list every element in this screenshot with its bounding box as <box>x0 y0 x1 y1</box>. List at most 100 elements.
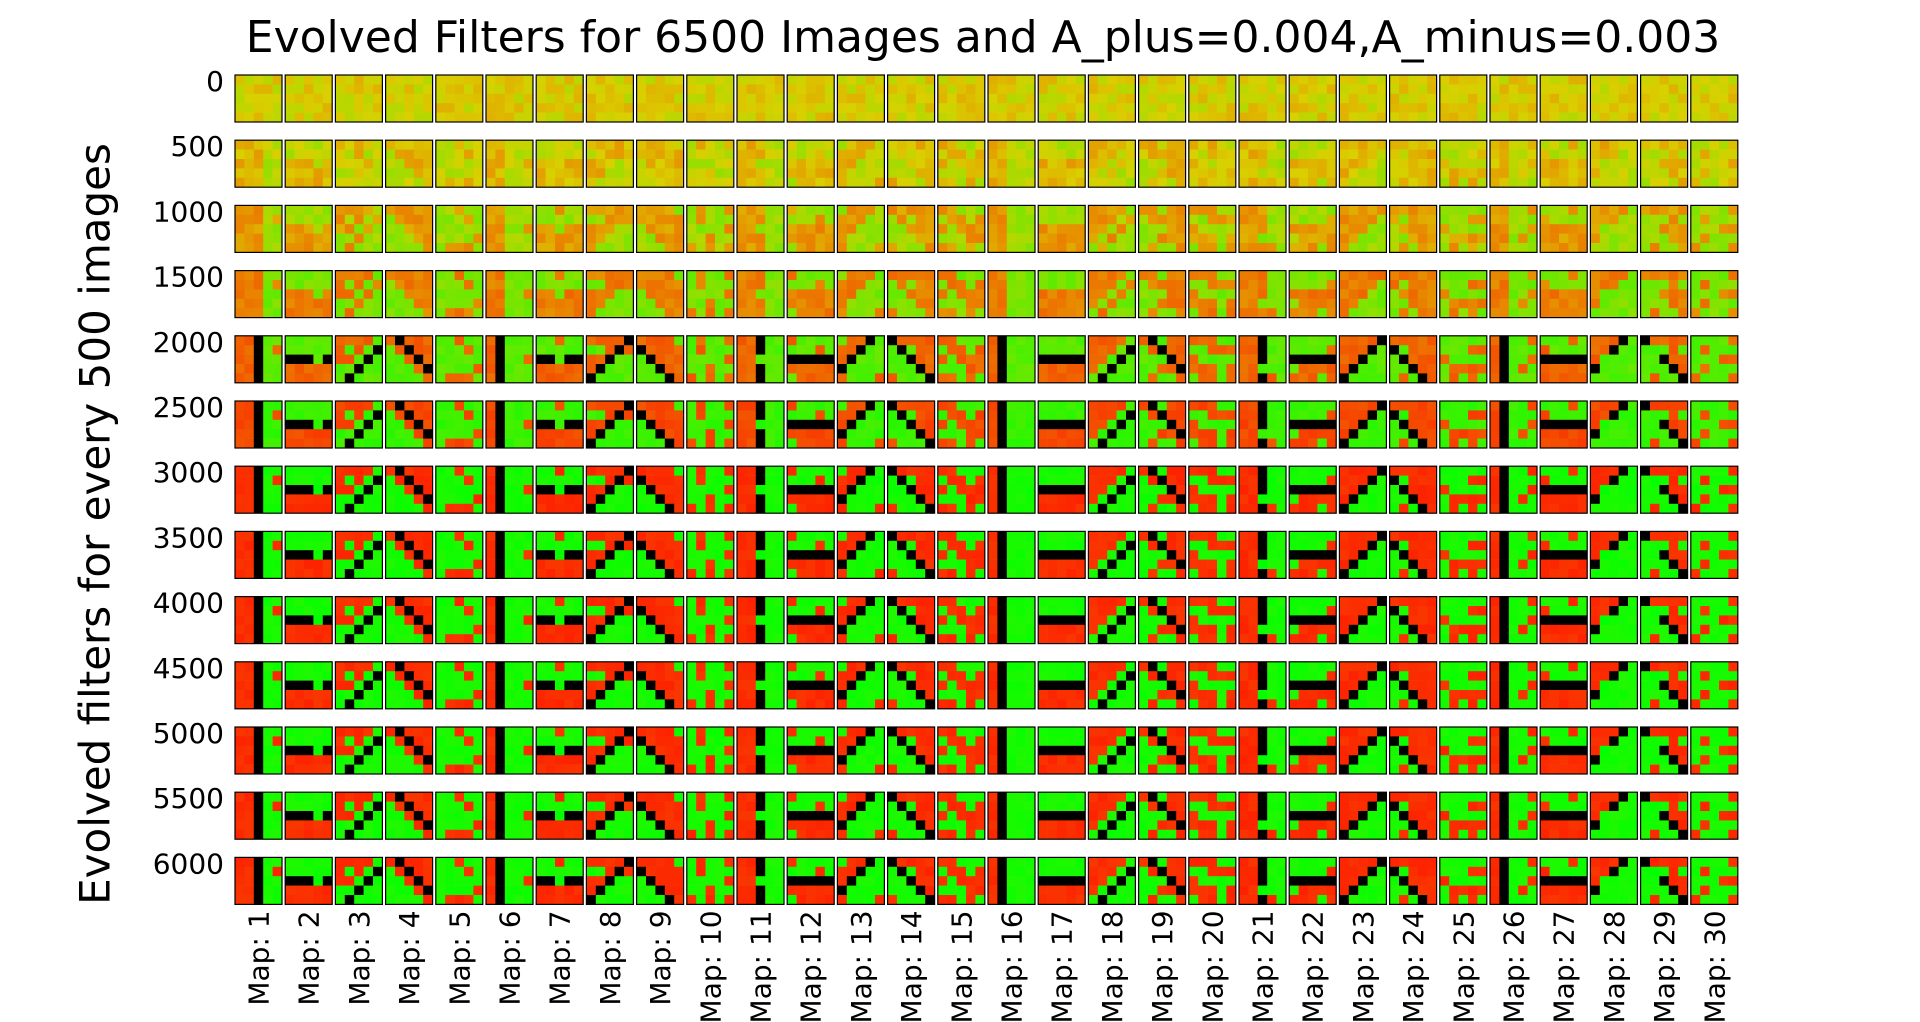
filter-cell <box>1308 168 1318 179</box>
filter-cell <box>1439 345 1450 355</box>
filter-cell <box>865 93 876 104</box>
filter-cell <box>1289 270 1299 281</box>
filter-cell <box>1719 93 1729 104</box>
filter-cell <box>1577 84 1588 95</box>
filter-cell <box>655 364 666 374</box>
filter-cell <box>404 205 415 216</box>
filter-cell <box>755 205 766 216</box>
filter-cell <box>486 168 496 179</box>
filter-border <box>1539 270 1588 319</box>
filter-cell <box>235 270 245 281</box>
filter-cell <box>514 289 524 300</box>
filter-cell <box>1650 93 1660 104</box>
filter-cell <box>696 354 706 365</box>
filter-cell <box>1148 84 1158 95</box>
filter-cell <box>1207 159 1218 169</box>
filter-cell <box>1690 289 1701 300</box>
filter-cell <box>413 140 424 150</box>
filter-cell <box>846 429 857 439</box>
filter-cell <box>536 93 546 104</box>
filter-cell <box>1075 429 1086 439</box>
filter-cell <box>373 289 383 300</box>
filter-cell <box>636 345 647 355</box>
filter-cell <box>1126 270 1136 281</box>
filter-cell <box>1066 429 1077 439</box>
filter-cell <box>1367 429 1378 439</box>
filter-cell <box>423 429 433 439</box>
filter-cell <box>956 270 967 281</box>
filter-cell <box>1339 364 1350 374</box>
filter-cell <box>1650 401 1660 411</box>
filter-cell <box>1417 429 1428 439</box>
filter-cell <box>1618 280 1629 290</box>
filter-cell <box>1047 280 1058 290</box>
filter-cell <box>1628 205 1638 216</box>
filter-cell <box>1427 93 1437 104</box>
filter-cell <box>1217 345 1227 355</box>
filter-cell <box>1088 345 1099 355</box>
filter-cell <box>1088 159 1099 169</box>
filter-cell <box>395 243 405 253</box>
filter-border <box>635 400 685 449</box>
filter-cell <box>344 354 355 365</box>
filter-cell <box>545 84 556 95</box>
filter-cell <box>385 438 396 449</box>
filter-cell <box>1006 410 1017 421</box>
filter-cell <box>664 308 675 318</box>
filter-cell <box>473 345 484 355</box>
filter-cell <box>1628 280 1638 290</box>
filter-cell <box>313 93 324 104</box>
filter-cell <box>806 345 816 355</box>
filter-cell <box>696 364 706 374</box>
filter-cell <box>413 103 424 113</box>
filter-cell <box>272 466 283 476</box>
filter-cell <box>313 475 324 486</box>
filter-tile <box>1188 74 1237 123</box>
filter-cell <box>646 401 656 411</box>
filter-cell <box>1490 168 1500 179</box>
filter-cell <box>1439 401 1450 411</box>
filter-cell <box>595 438 606 449</box>
filter-cell <box>1590 205 1601 216</box>
filter-cell <box>806 335 816 346</box>
filter-cell <box>715 280 725 290</box>
filter-cell <box>624 214 634 225</box>
filter-cell <box>495 308 506 318</box>
filter-cell <box>815 308 826 318</box>
filter-cell <box>846 354 857 365</box>
filter-cell <box>1609 233 1619 244</box>
filter-border <box>435 139 484 188</box>
filter-cell <box>304 289 314 300</box>
filter-cell <box>354 429 364 439</box>
filter-cell <box>696 140 706 150</box>
filter-cell <box>344 419 355 430</box>
filter-cell <box>1367 354 1378 365</box>
filter-cell <box>1057 410 1067 421</box>
filter-cell <box>1389 364 1400 374</box>
filter-cell <box>1439 308 1450 318</box>
filter-cell <box>925 270 935 281</box>
filter-cell <box>1276 112 1287 123</box>
filter-cell <box>796 270 807 281</box>
filter-border <box>1137 204 1187 253</box>
filter-tile <box>635 139 685 188</box>
filter-cell <box>1248 280 1259 290</box>
filter-cell <box>344 401 355 411</box>
filter-cell <box>837 289 848 300</box>
filter-cell <box>363 233 374 244</box>
filter-cell <box>473 140 484 150</box>
filter-cell <box>1678 280 1688 290</box>
filter-cell <box>605 233 615 244</box>
filter-cell <box>664 205 675 216</box>
filter-cell <box>313 159 324 169</box>
filter-cell <box>787 270 797 281</box>
filter-cell <box>1518 289 1528 300</box>
filter-cell <box>624 149 634 160</box>
filter-cell <box>966 93 976 104</box>
filter-cell <box>997 354 1008 365</box>
filter-cell <box>1057 401 1067 411</box>
filter-cell <box>495 419 506 430</box>
filter-cell <box>746 140 757 150</box>
filter-cell <box>1618 75 1629 85</box>
filter-cell <box>815 84 826 95</box>
